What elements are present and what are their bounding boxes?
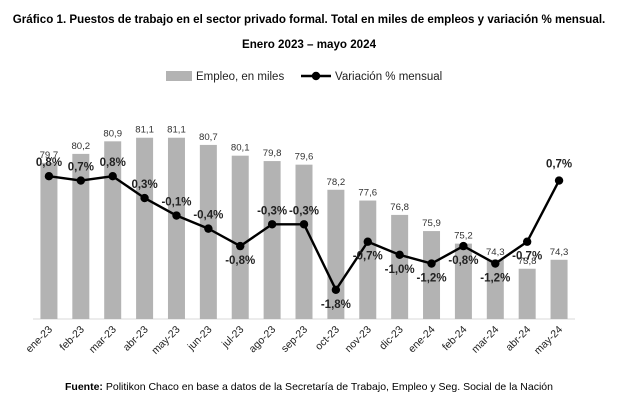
line-point-dic-23 xyxy=(395,250,404,260)
line-point-may-23 xyxy=(172,211,181,220)
bar-value-label: 74,3 xyxy=(486,247,505,258)
bar-value-label: 76,8 xyxy=(390,202,409,213)
line-value-label: -1,8% xyxy=(321,299,351,311)
x-tick-jul-23: jul-23 xyxy=(219,324,246,351)
line-point-ene-24 xyxy=(427,259,436,268)
x-tick-ene-24: ene-24 xyxy=(406,324,438,356)
x-tick-ago-23: ago-23 xyxy=(247,324,279,356)
legend-bar-label: Empleo, en miles xyxy=(196,71,284,83)
bar-may-23 xyxy=(167,137,185,319)
line-series: 0,8% 0,7% 0,8% 0,3% -0,1%-0,4% -0,8% -0,3% -0,3… xyxy=(36,157,572,311)
bar-feb-23 xyxy=(72,153,90,319)
x-tick-jun-23: jun-23 xyxy=(185,324,215,354)
line-point-ene-23 xyxy=(44,172,54,181)
combo-chart: Empleo, en miles Variación % mensual 79,… xyxy=(23,71,575,357)
line-point-oct-23 xyxy=(331,285,341,294)
bar-abr-23 xyxy=(136,137,154,319)
bar-may-24 xyxy=(550,259,568,319)
line-point-mar-23 xyxy=(108,172,117,181)
line-value-label: -0,8% xyxy=(448,255,478,267)
x-tick-feb-24: feb-24 xyxy=(440,324,470,354)
line-point-nov-23 xyxy=(363,237,372,246)
x-tick-nov-23: nov-23 xyxy=(343,324,374,355)
bar-value-label: 81,1 xyxy=(167,125,186,136)
bar-dic-23 xyxy=(391,214,409,319)
line-value-label: -1,2% xyxy=(417,273,447,285)
source-text: Politikon Chaco en base a datos de la Se… xyxy=(105,381,553,393)
bar-ene-23 xyxy=(40,162,58,319)
bar-abr-24 xyxy=(518,268,536,319)
bar-oct-23 xyxy=(327,189,345,319)
line-value-label: -0,7% xyxy=(353,251,383,263)
line-value-label: -0,7% xyxy=(512,251,542,263)
bar-sep-23 xyxy=(295,164,313,319)
line-value-label: 0,3% xyxy=(131,179,157,191)
bar-value-label: 79,7 xyxy=(40,150,59,161)
line-value-label: -0,3% xyxy=(257,205,287,217)
line-value-label: -0,4% xyxy=(193,210,223,222)
line-value-label: 0,8% xyxy=(100,157,126,169)
line-point-feb-23 xyxy=(76,176,86,185)
line-value-label: 0,7% xyxy=(68,162,94,174)
x-tick-mar-23: mar-23 xyxy=(87,324,119,356)
source-note: Fuente: Politikon Chaco en base a datos … xyxy=(0,381,618,394)
bar-value-label: 80,7 xyxy=(199,132,218,143)
x-tick-abr-24: abr-24 xyxy=(503,324,533,354)
line-point-sep-23 xyxy=(299,220,309,229)
chart-subtitle: Enero 2023 – mayo 2024 xyxy=(241,38,377,51)
x-tick-feb-23: feb-23 xyxy=(57,324,87,354)
line-value-label: -0,8% xyxy=(225,255,255,267)
x-tick-may-23: may-23 xyxy=(149,324,182,357)
bar-mar-23 xyxy=(104,141,122,319)
legend-line-marker xyxy=(311,71,321,81)
bar-value-label: 78,2 xyxy=(327,177,346,188)
line-point-ago-23 xyxy=(267,220,277,229)
bar-ene-24 xyxy=(423,231,441,319)
line-point-abr-24 xyxy=(522,237,532,246)
bar-value-label: 79,8 xyxy=(263,148,282,159)
x-tick-abr-23: abr-23 xyxy=(121,324,151,354)
bar-value-label: 80,2 xyxy=(71,141,90,152)
legend-line-label: Variación % mensual xyxy=(335,71,442,83)
line-point-jun-23 xyxy=(204,224,213,233)
line-point-abr-23 xyxy=(140,193,149,203)
x-tick-sep-23: sep-23 xyxy=(279,324,310,355)
source-label: Fuente: xyxy=(65,381,103,393)
bar-value-label: 73,8 xyxy=(518,256,537,267)
bar-mar-24 xyxy=(486,259,504,319)
line-point-feb-24 xyxy=(459,241,468,251)
line-value-label: -1,0% xyxy=(385,264,415,276)
line-point-jul-23 xyxy=(236,241,245,251)
bar-value-label: 74,3 xyxy=(550,247,569,258)
bar-feb-24 xyxy=(454,243,472,319)
bar-value-label: 77,6 xyxy=(358,188,377,199)
line-point-mar-24 xyxy=(491,259,500,268)
bar-value-label: 75,2 xyxy=(454,231,473,242)
bar-jul-23 xyxy=(231,155,249,319)
x-tick-ene-23: ene-23 xyxy=(23,324,55,356)
bar-nov-23 xyxy=(359,200,377,319)
line-point-may-24 xyxy=(554,176,564,185)
legend: Empleo, en miles Variación % mensual xyxy=(166,71,442,83)
line-value-label: 0,8% xyxy=(36,157,62,169)
chart-title: Gráfico 1. Puestos de trabajo en el sect… xyxy=(12,13,606,26)
legend-bar-swatch xyxy=(166,71,192,81)
bar-value-label: 80,9 xyxy=(103,128,122,139)
bar-ago-23 xyxy=(263,161,281,319)
bar-value-label: 81,1 xyxy=(135,125,154,136)
x-tick-dic-23: dic-23 xyxy=(377,324,406,353)
x-tick-oct-23: oct-23 xyxy=(313,324,342,353)
bar-value-label: 79,6 xyxy=(295,152,314,163)
x-tick-mar-24: mar-24 xyxy=(469,324,501,356)
x-tick-may-24: may-24 xyxy=(532,324,565,357)
line-value-label: -0,1% xyxy=(161,197,191,209)
bar-value-label: 80,1 xyxy=(231,143,250,154)
line-value-label: 0,7% xyxy=(546,159,572,171)
bar-value-label: 75,9 xyxy=(422,218,441,229)
line-value-label: -0,3% xyxy=(289,205,319,217)
line-value-label: -1,2% xyxy=(480,273,510,285)
bar-series: 79,7 80,2 80,9 81,1 81,1 80,7 80,1 79,8 79,6 78,2… xyxy=(40,125,569,319)
